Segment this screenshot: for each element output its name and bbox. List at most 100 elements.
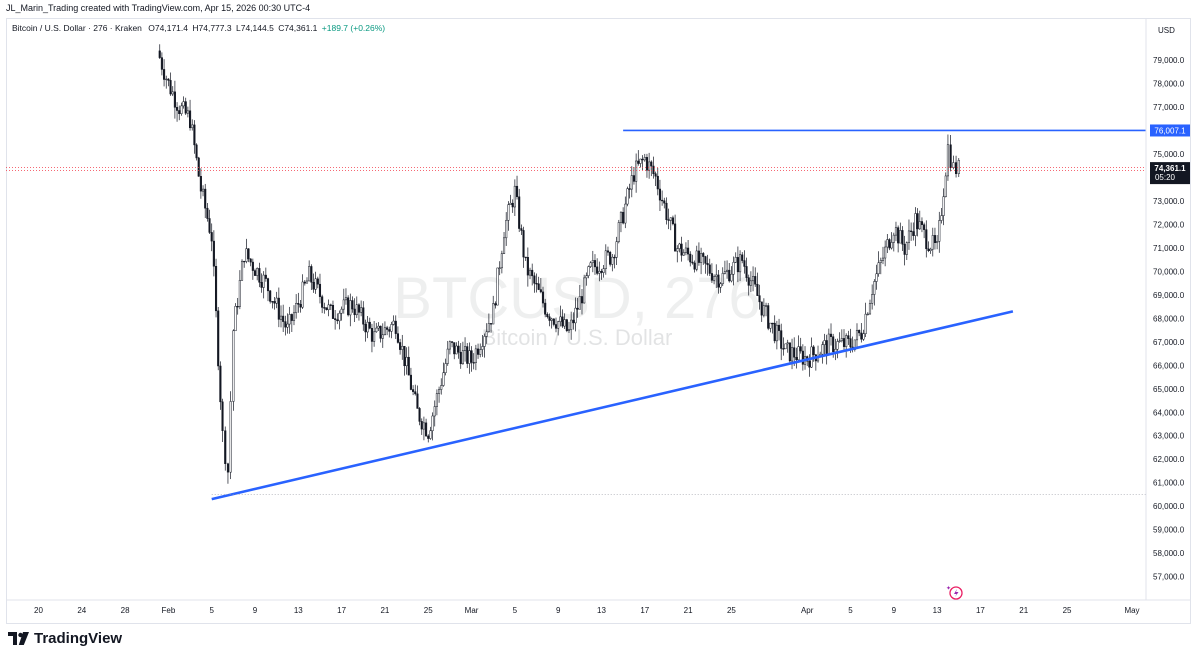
candle-body <box>860 332 863 340</box>
symbol-name: Bitcoin / U.S. Dollar · 276 · Kraken <box>12 23 142 33</box>
candle-body <box>952 162 955 168</box>
candle-body <box>927 248 930 251</box>
candle-body <box>381 334 384 339</box>
candle-body <box>295 302 298 314</box>
candle-body <box>193 124 196 146</box>
candle-body <box>226 463 230 473</box>
candle-body <box>199 176 202 192</box>
candle-body <box>236 306 239 308</box>
candle-body <box>903 243 906 255</box>
candle-body <box>334 318 337 320</box>
candle-body <box>912 231 915 236</box>
candle-body <box>202 188 205 192</box>
candle-body <box>613 256 616 259</box>
candle-body <box>554 324 558 329</box>
candle-body <box>812 346 815 356</box>
candle-body <box>290 314 293 321</box>
candle-body <box>829 333 833 337</box>
candle-body <box>412 389 415 392</box>
candle-body <box>414 391 417 395</box>
candle-body <box>474 348 477 363</box>
candle-body <box>487 323 490 332</box>
candle-body <box>206 207 209 219</box>
candle-body <box>229 401 232 473</box>
price-tick-label: 64,000.0 <box>1153 408 1185 417</box>
candle-body <box>617 222 620 242</box>
time-tick-label: 5 <box>209 606 214 615</box>
assistant-icon[interactable]: ✦ <box>946 585 963 600</box>
candle-body <box>845 335 848 347</box>
candle-body <box>708 264 711 274</box>
candle-body <box>444 363 447 373</box>
candle-body <box>691 261 694 264</box>
candle-body <box>810 346 813 368</box>
candle-body <box>793 347 796 358</box>
candle-body <box>758 295 761 303</box>
candle-body <box>890 242 893 249</box>
tradingview-logo[interactable]: TradingView <box>8 630 122 647</box>
candle-body <box>877 262 880 275</box>
candle-body <box>611 256 614 265</box>
candle-body <box>440 385 443 390</box>
price-tick-label: 63,000.0 <box>1153 432 1185 441</box>
candle-body <box>362 307 365 325</box>
candle-body <box>622 211 625 224</box>
candle-body <box>548 316 551 321</box>
candle-body <box>492 303 495 325</box>
price-tick-label: 75,000.0 <box>1153 150 1185 159</box>
candle-body <box>373 331 376 342</box>
candle-body <box>204 188 207 209</box>
candle-body <box>552 318 555 325</box>
candle-body <box>158 50 161 58</box>
candle-body <box>526 257 529 276</box>
candle-body <box>795 356 798 361</box>
candle-body <box>212 240 215 267</box>
candle-body <box>782 348 785 350</box>
candle-body <box>383 327 386 336</box>
symbol-legend: Bitcoin / U.S. Dollar · 276 · Kraken O74… <box>12 23 385 33</box>
time-axis: 20 24 28 Feb 5 9 13 17 21 25 Mar 5 9 13 17 21 25 Apr 5 9 13 1… <box>34 606 1140 615</box>
candle-body <box>355 304 358 316</box>
level-price-tag <box>1150 124 1190 137</box>
candle-body <box>585 275 588 279</box>
candle-body <box>801 350 804 365</box>
candle-body <box>163 69 166 80</box>
candle-body <box>790 347 794 362</box>
price-tick-label: 77,000.0 <box>1153 103 1185 112</box>
candle-body <box>425 422 428 437</box>
candle-body <box>308 266 311 282</box>
ohlc-high: H74,777.3 <box>192 23 232 33</box>
candle-body <box>609 252 612 265</box>
candle-body <box>704 256 707 264</box>
candle-body <box>665 202 668 220</box>
candle-body <box>840 338 843 342</box>
candle-body <box>706 263 709 266</box>
candle-body <box>528 269 532 276</box>
candle-body <box>472 362 475 364</box>
candle-body <box>327 304 330 311</box>
candle-body <box>680 243 683 256</box>
candle-body <box>325 307 328 311</box>
candle-body <box>286 323 289 328</box>
ohlc-low: L74,144.5 <box>235 23 274 33</box>
candle-body <box>416 393 419 409</box>
candle-body <box>767 305 770 329</box>
candle-body <box>747 277 750 286</box>
candle-body <box>273 301 276 304</box>
candle-body <box>321 296 324 308</box>
level-price-tag-text: 76,007.1 <box>1154 126 1186 135</box>
candle-body <box>388 329 391 332</box>
candle-body <box>316 278 319 285</box>
candle-body <box>264 274 267 279</box>
candle-body <box>550 318 553 321</box>
time-tick-label: 17 <box>640 606 649 615</box>
candle-body <box>886 239 889 248</box>
candle-body <box>730 273 733 282</box>
support-trend-line[interactable] <box>211 310 1014 501</box>
candle-body <box>923 224 926 230</box>
candle-body <box>360 307 363 313</box>
candle-body <box>847 335 850 339</box>
price-tick-label: 79,000.0 <box>1153 56 1185 65</box>
price-tick-label: 70,000.0 <box>1153 267 1185 276</box>
